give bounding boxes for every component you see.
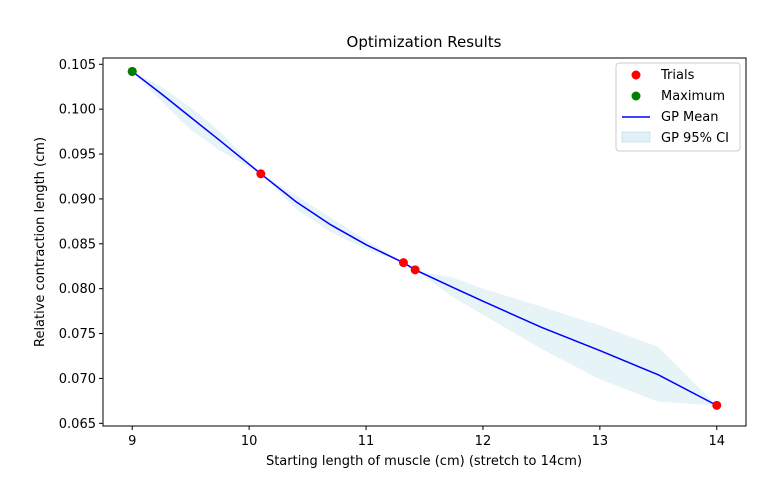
y-axis-title: Relative contraction length (cm) xyxy=(33,137,48,347)
chart-title: Optimization Results xyxy=(347,33,502,51)
x-tick-label: 10 xyxy=(241,434,258,449)
y-tick-label: 0.080 xyxy=(59,282,96,297)
y-axis: 0.065 0.070 0.075 0.080 0.085 0.090 0.095 0.100… xyxy=(59,58,103,432)
x-tick-label: 9 xyxy=(128,434,136,449)
y-tick-label: 0.090 xyxy=(59,192,96,207)
legend: Trials Maximum GP Mean GP 95% CI xyxy=(615,62,741,152)
y-tick-label: 0.075 xyxy=(59,327,96,342)
y-tick-label: 0.105 xyxy=(59,58,96,73)
legend-trials-label: Trials xyxy=(660,68,695,83)
y-tick-label: 0.070 xyxy=(59,372,96,387)
legend-box xyxy=(615,62,741,152)
x-tick-label: 14 xyxy=(708,434,725,449)
maximum-point xyxy=(127,66,137,76)
x-axis-title: Starting length of muscle (cm) (stretch … xyxy=(266,454,582,469)
x-tick-label: 13 xyxy=(592,434,609,449)
trial-point xyxy=(410,265,420,275)
y-tick-label: 0.085 xyxy=(59,237,96,252)
x-tick-label: 12 xyxy=(475,434,492,449)
legend-ci-label: GP 95% CI xyxy=(661,131,729,146)
legend-maximum-label: Maximum xyxy=(661,89,725,104)
legend-trials-marker xyxy=(631,70,641,80)
y-tick-label: 0.100 xyxy=(59,103,96,118)
plot-area xyxy=(127,66,722,410)
y-tick-label: 0.095 xyxy=(59,148,96,163)
x-tick-label: 11 xyxy=(358,434,375,449)
trial-point xyxy=(398,258,408,268)
ci-band xyxy=(132,71,717,406)
legend-ci-swatch xyxy=(621,131,651,143)
legend-gp-mean-label: GP Mean xyxy=(661,110,718,125)
trial-point xyxy=(712,400,722,410)
gp-mean-line xyxy=(131,70,718,407)
y-tick-label: 0.065 xyxy=(59,417,96,432)
x-axis: 9 10 11 12 13 14 xyxy=(128,426,725,449)
legend-maximum-marker xyxy=(631,91,641,101)
axes-frame xyxy=(102,57,747,427)
trial-point xyxy=(256,169,266,179)
